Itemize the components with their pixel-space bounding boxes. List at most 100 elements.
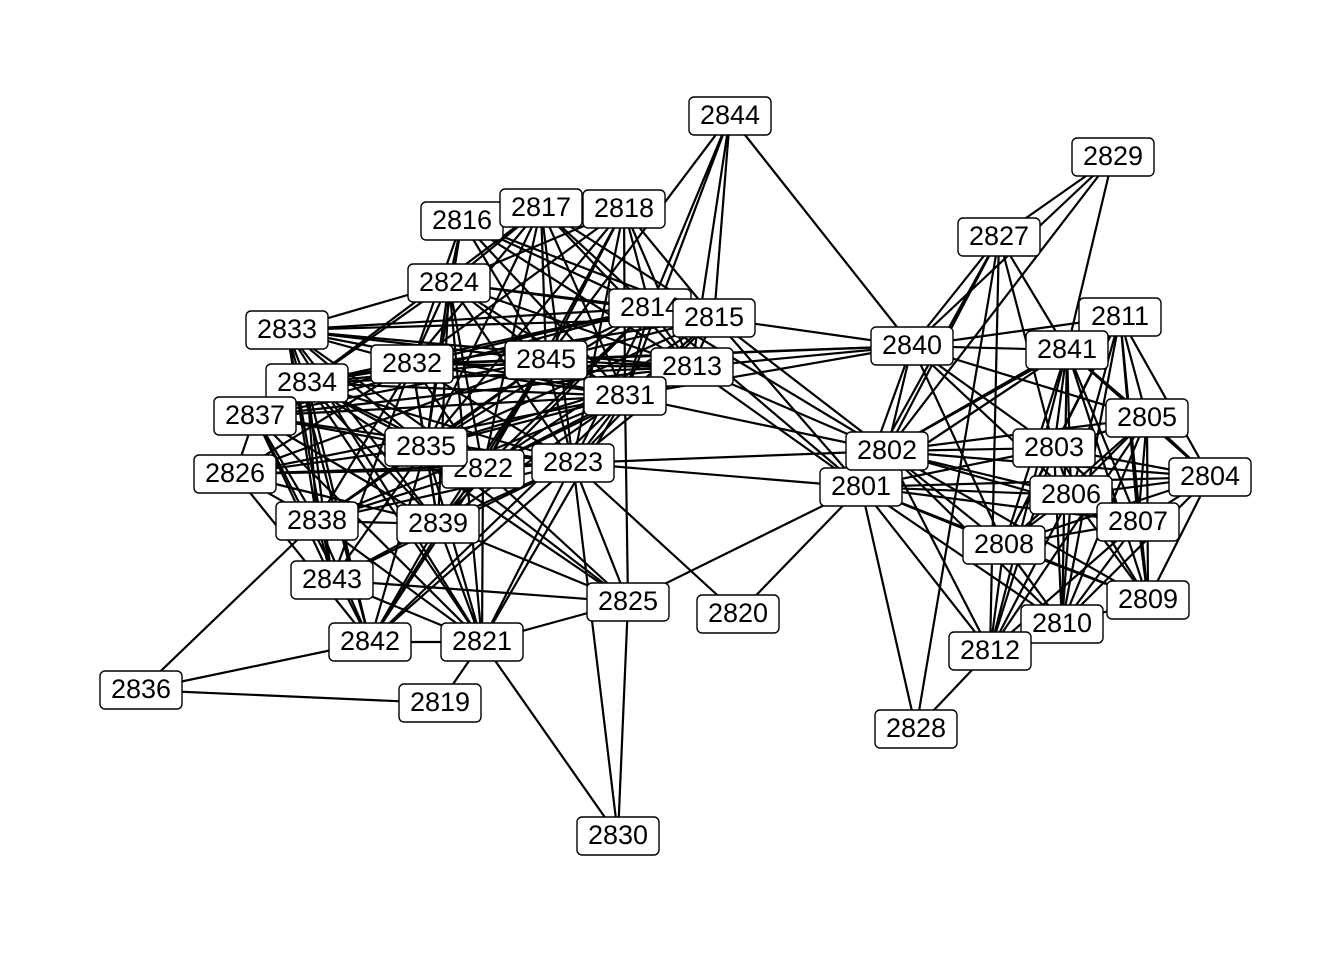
edge-2840-2808 [910, 344, 1006, 547]
node-2826: 2826 [193, 454, 277, 494]
node-label: 2806 [1041, 479, 1101, 509]
edge-2811-2810 [1060, 315, 1122, 626]
node-label: 2811 [1091, 301, 1149, 331]
node-2807: 2807 [1096, 502, 1180, 542]
node-box [672, 298, 756, 338]
node-box [328, 622, 412, 662]
node-box [407, 263, 491, 303]
node-2821: 2821 [440, 622, 524, 662]
node-box [1078, 297, 1162, 337]
node-box [245, 310, 329, 350]
node-box [265, 363, 349, 403]
node-box [845, 431, 929, 471]
node-2818: 2818 [582, 189, 666, 229]
node-2820: 2820 [696, 594, 780, 634]
node-label: 2812 [960, 635, 1020, 665]
edge-2843-2825 [330, 578, 630, 604]
edge-2823-2820 [571, 461, 740, 616]
edge-2838-2836 [139, 519, 319, 692]
node-label: 2831 [595, 380, 655, 410]
edge-2823-2838 [315, 461, 575, 523]
node-2842: 2842 [328, 622, 412, 662]
node-label: 2819 [410, 687, 470, 717]
node-box [582, 189, 666, 229]
edge-2845-2837 [253, 358, 548, 418]
node-2815: 2815 [672, 298, 756, 338]
edge-2817-2835 [424, 206, 543, 449]
node-box [499, 188, 583, 228]
edge-2845-2826 [233, 358, 548, 476]
node-2841: 2841 [1025, 330, 1109, 370]
node-box [1012, 428, 1096, 468]
edge-2822-2825 [481, 467, 630, 604]
node-box [370, 344, 454, 384]
node-2836: 2836 [99, 670, 183, 710]
edge-2834-2823 [305, 381, 575, 465]
edge-2801-2810 [859, 485, 1064, 626]
edge-2818-2835 [424, 207, 626, 449]
node-2831: 2831 [583, 376, 667, 416]
node-label: 2840 [882, 330, 942, 360]
node-label: 2809 [1118, 584, 1178, 614]
node-label: 2815 [684, 302, 744, 332]
node-label: 2824 [419, 267, 479, 297]
node-label: 2842 [340, 626, 400, 656]
node-2805: 2805 [1105, 398, 1189, 438]
edge-2841-2812 [988, 348, 1069, 653]
node-2814: 2814 [608, 288, 692, 328]
node-box [962, 525, 1046, 565]
node-label: 2804 [1180, 461, 1240, 491]
node-2811: 2811 [1078, 297, 1162, 337]
edge-2813-2837 [253, 365, 694, 418]
node-label: 2832 [382, 348, 442, 378]
node-box [1020, 604, 1104, 644]
node-label: 2836 [111, 674, 171, 704]
edge-2824-2839 [436, 281, 451, 526]
node-2806: 2806 [1029, 475, 1113, 515]
edge-2822-2821 [480, 467, 485, 644]
edge-2835-2821 [424, 445, 484, 644]
node-2830: 2830 [576, 816, 660, 856]
node-label: 2813 [662, 351, 722, 381]
node-label: 2829 [1083, 141, 1143, 171]
node-2809: 2809 [1106, 580, 1190, 620]
node-label: 2801 [831, 471, 891, 501]
edge-2834-2838 [305, 381, 319, 523]
node-box [398, 683, 482, 723]
node-box [583, 376, 667, 416]
edge-2825-2830 [616, 600, 630, 838]
node-box [290, 560, 374, 600]
node-2817: 2817 [499, 188, 583, 228]
edge-2831-2837 [253, 394, 627, 418]
node-label: 2823 [543, 447, 603, 477]
edge-2836-2819 [139, 688, 442, 705]
node-box [1168, 457, 1252, 497]
edge-2801-2828 [859, 485, 918, 731]
edge-2822-2842 [368, 467, 485, 644]
node-label: 2802 [857, 435, 917, 465]
node-label: 2808 [974, 529, 1034, 559]
node-2816: 2816 [420, 201, 504, 241]
edge-2801-2812 [859, 485, 992, 653]
edge-2831-2842 [368, 394, 627, 644]
node-2844: 2844 [688, 96, 772, 136]
edge-2831-2821 [480, 394, 627, 644]
edge-2844-2845 [544, 114, 732, 362]
node-box [99, 670, 183, 710]
edge-2826-2842 [233, 472, 372, 644]
node-2835: 2835 [384, 427, 468, 467]
edge-2801-2815 [712, 316, 863, 489]
node-box [870, 326, 954, 366]
node-box [1106, 580, 1190, 620]
edge-2841-2806 [1065, 348, 1073, 497]
node-box [650, 347, 734, 387]
node-label: 2845 [516, 344, 576, 374]
node-label: 2816 [432, 205, 492, 235]
node-label: 2827 [969, 221, 1029, 251]
edge-2840-2831 [623, 344, 914, 398]
node-2829: 2829 [1071, 137, 1155, 177]
edge-2802-2831 [623, 394, 889, 453]
node-2834: 2834 [265, 363, 349, 403]
edge-2844-2815 [712, 114, 732, 320]
